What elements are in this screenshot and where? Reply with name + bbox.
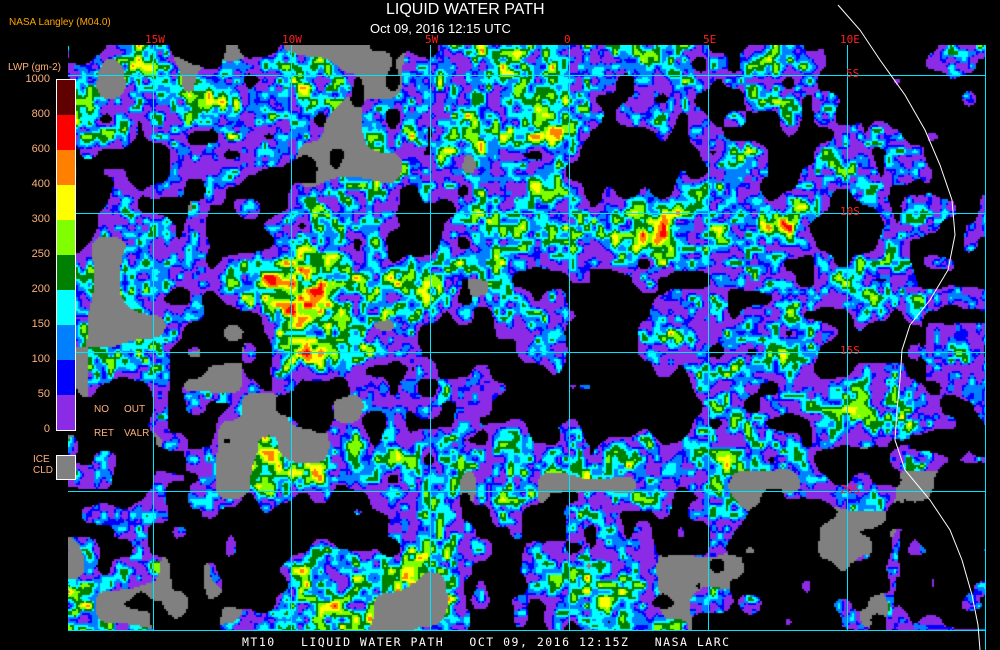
lat-label-20s: 20S <box>840 483 860 496</box>
no-ret-label-1: NO <box>94 404 109 415</box>
footer-caption: MT10 LIQUID WATER PATH OCT 09, 2016 12:1… <box>242 635 731 649</box>
color-bar-segment <box>57 325 75 360</box>
out-valr-label-2: VALR <box>124 428 150 439</box>
color-bar-segment <box>57 360 75 395</box>
color-bar-tick: 600 <box>31 143 50 155</box>
color-bar-segment <box>57 290 75 325</box>
lat-label-10s: 10S <box>840 205 860 218</box>
color-bar-tick: 200 <box>31 283 50 295</box>
datetime-subtitle: Oct 09, 2016 12:15 UTC <box>370 21 511 36</box>
color-bar-segment <box>57 150 75 185</box>
lon-label-0: 0 <box>564 33 571 46</box>
color-bar-segment <box>57 115 75 150</box>
out-valr-label-1: OUT <box>124 404 146 415</box>
legend-unit: LWP (gm-2) <box>8 62 61 73</box>
lon-label-15w: 15W <box>145 33 165 46</box>
color-bar-segment <box>57 220 75 255</box>
lat-label-5s: 5S <box>846 67 860 80</box>
lon-label-5w: 5W <box>425 33 439 46</box>
color-bar-tick: 50 <box>37 388 50 400</box>
coastline <box>837 4 981 650</box>
ice-label: ICE <box>33 454 50 465</box>
color-bar-segment <box>57 80 75 115</box>
ice-cloud-swatch <box>56 455 76 480</box>
color-bar-tick: 150 <box>31 318 50 330</box>
color-bar-tick: 300 <box>31 213 50 225</box>
color-bar-tick: 1000 <box>25 73 50 85</box>
color-bar-tick: 250 <box>31 248 50 260</box>
page-title: LIQUID WATER PATH <box>386 1 545 18</box>
cld-label: CLD <box>33 465 54 476</box>
color-bar-tick: 100 <box>31 353 50 365</box>
lon-label-5e: 5E <box>703 33 717 46</box>
no-ret-label-2: RET <box>94 428 114 439</box>
lon-label-10w: 10W <box>282 33 302 46</box>
color-bar-tick: 800 <box>31 108 50 120</box>
color-bar-segment <box>57 395 75 430</box>
brand-label: NASA Langley (M04.0) <box>9 17 111 28</box>
color-bar-segment <box>57 185 75 220</box>
lwp-satellite-image <box>68 45 985 630</box>
lon-label-10e: 10E <box>840 33 860 46</box>
lat-lon-grid <box>68 45 986 650</box>
lat-label-15s: 15S <box>840 344 860 357</box>
color-bar-tick: 400 <box>31 178 50 190</box>
color-bar <box>56 79 76 431</box>
color-bar-segment <box>57 255 75 290</box>
color-bar-tick: 0 <box>43 423 50 435</box>
